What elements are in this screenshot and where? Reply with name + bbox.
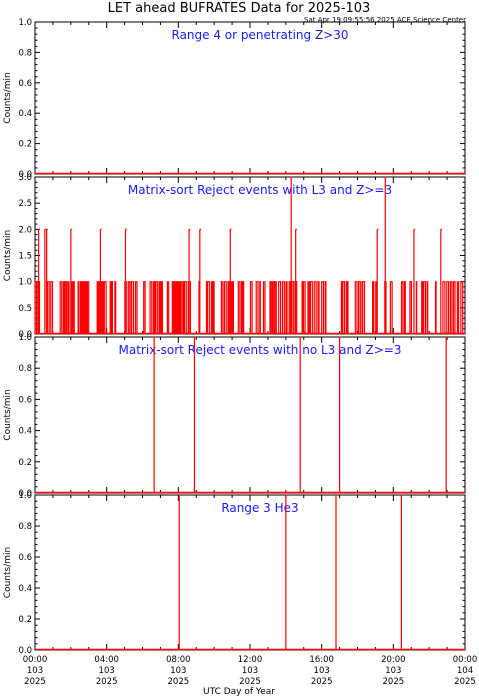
y-tick-label: 0.4 <box>18 584 32 594</box>
series-activity <box>34 281 464 334</box>
x-tick-label-time: 00:00 <box>23 655 48 665</box>
panel-2: 0.0 0.5 1.0 1.5 2.0 2.5 3.0 Counts/min Matrix-so… <box>3 173 466 340</box>
x-tick-label-time: 04:00 <box>94 655 119 665</box>
panel-label: Range 3 He3 <box>221 501 298 515</box>
x-tick-label-time: 00:00 <box>453 655 478 665</box>
x-tick-label-doy: 103 <box>170 666 186 676</box>
y-axis-title: Counts/min <box>3 230 13 281</box>
y-tick-label: 0.2 <box>18 615 32 625</box>
y-tick-label: 1.0 <box>18 491 32 501</box>
x-tick-label-time: 12:00 <box>238 655 263 665</box>
y-tick-label: 2.5 <box>18 199 32 209</box>
x-tick-label-year: 2025 <box>383 677 405 687</box>
x-tick-label-doy: 103 <box>314 666 330 676</box>
generation-timestamp: Sat Apr 19 09:55:56 2025 ACE Science Cen… <box>304 16 466 24</box>
x-tick-label-doy: 103 <box>242 666 258 676</box>
panel-4: 0.0 0.2 0.4 0.6 0.8 1.0 Counts/min Range 3 He3 <box>3 491 466 656</box>
x-tick-label-doy: 104 <box>457 666 473 676</box>
y-tick-label: 0.0 <box>18 489 32 499</box>
y-tick-label: 0.4 <box>18 109 32 119</box>
y-tick-label: 1.0 <box>18 18 32 28</box>
x-tick-label-time: 16:00 <box>309 655 334 665</box>
x-tick-label-year: 2025 <box>24 677 46 687</box>
y-tick-label: 0.6 <box>18 553 32 563</box>
x-tick-label-doy: 103 <box>99 666 115 676</box>
y-axis-title: Counts/min <box>3 547 13 598</box>
y-tick-label: 1.5 <box>18 252 32 262</box>
panel-1: 0.0 0.2 0.4 0.6 0.8 1.0 Counts/min Range 4 or p… <box>3 18 466 180</box>
y-axis-title: Counts/min <box>3 72 13 123</box>
panel-label: Range 4 or penetrating Z>30 <box>172 28 349 42</box>
x-tick-label-time: 08:00 <box>166 655 191 665</box>
chart-title: LET ahead BUFRATES Data for 2025-103 <box>108 1 371 16</box>
panels-group: 0.0 0.2 0.4 0.6 0.8 1.0 Counts/min Range 4 or p… <box>3 18 466 656</box>
x-axis-ticks: 00:00103202504:00103202508:00103202512:0… <box>23 655 478 687</box>
y-tick-label: 0.8 <box>18 364 32 374</box>
panel-label: Matrix-sort Reject events with no L3 and… <box>119 343 402 357</box>
x-tick-label-year: 2025 <box>96 677 118 687</box>
x-tick-label-time: 20:00 <box>381 655 406 665</box>
y-tick-label: 0.8 <box>18 522 32 532</box>
y-tick-label: 0.0 <box>18 170 32 180</box>
y-tick-label: 0.8 <box>18 48 32 58</box>
panel-frame <box>34 336 466 494</box>
y-tick-label: 0.2 <box>18 140 32 150</box>
y-axis-title: Counts/min <box>3 389 13 440</box>
x-axis-title: UTC Day of Year <box>203 687 275 697</box>
y-tick-label: 0.6 <box>18 79 32 89</box>
x-tick-label-year: 2025 <box>454 677 476 687</box>
x-tick-label-doy: 103 <box>385 666 401 676</box>
y-tick-label: 3.0 <box>18 173 32 183</box>
panel-3: 0.0 0.2 0.4 0.6 0.8 1.0 Counts/min Matrix-sort … <box>3 333 466 499</box>
panel-label: Matrix-sort Reject events with L3 and Z>… <box>128 183 392 197</box>
y-tick-label: 1.0 <box>18 333 32 343</box>
y-tick-label: 2.0 <box>18 225 32 235</box>
x-tick-label-year: 2025 <box>168 677 190 687</box>
y-tick-label: 0.0 <box>18 330 32 340</box>
y-tick-label: 0.6 <box>18 395 32 405</box>
y-tick-label: 0.4 <box>18 427 32 437</box>
panel-frame <box>34 494 466 651</box>
panel-frame <box>34 21 466 175</box>
x-tick-label-year: 2025 <box>311 677 333 687</box>
y-tick-label: 0.2 <box>18 458 32 468</box>
x-tick-label-doy: 103 <box>27 666 43 676</box>
y-tick-label: 0.5 <box>18 304 32 314</box>
y-tick-label: 0.0 <box>18 646 32 656</box>
x-tick-label-year: 2025 <box>239 677 261 687</box>
y-tick-label: 1.0 <box>18 278 32 288</box>
